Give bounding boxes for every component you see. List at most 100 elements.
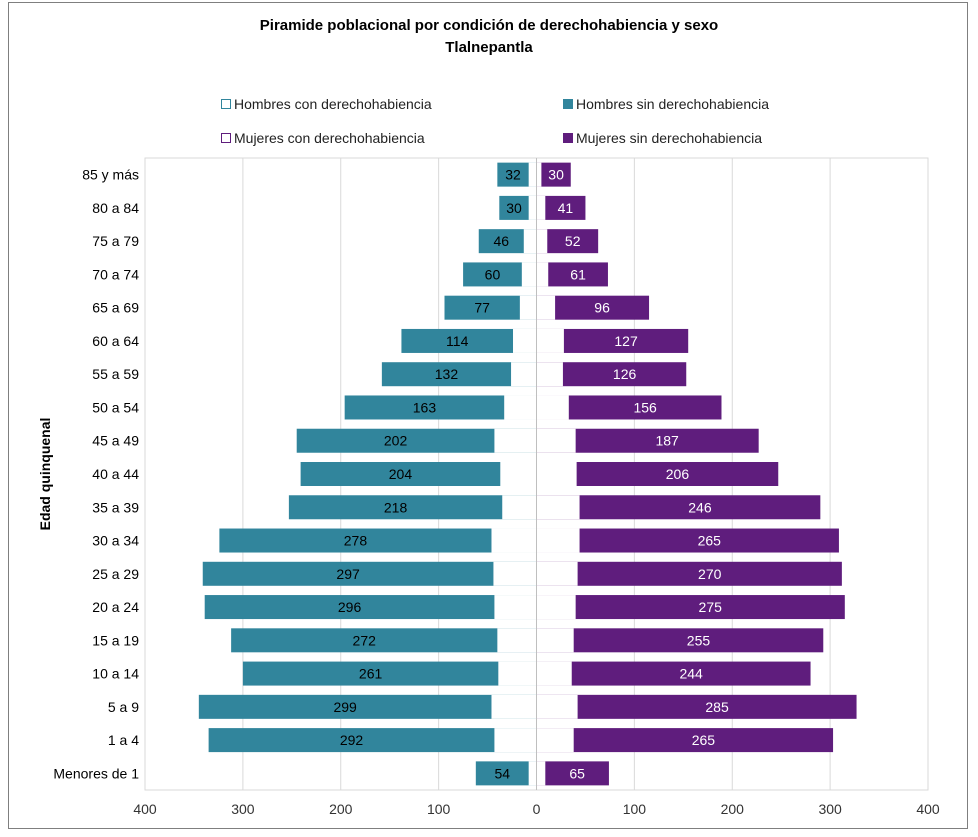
bar-mujeres-con [536, 295, 556, 320]
bar-mujeres-con [536, 595, 576, 620]
data-label-hombres: 60 [485, 266, 501, 282]
bar-mujeres-sin [536, 561, 842, 586]
y-category-label: 45 a 49 [92, 433, 139, 449]
y-category-label: 40 a 44 [92, 466, 139, 482]
bar-hombres-con [491, 694, 537, 719]
y-category-label: 75 a 79 [92, 233, 139, 249]
data-label-hombres: 204 [389, 466, 413, 482]
data-label-hombres: 292 [340, 732, 364, 748]
x-tick-label: 300 [231, 801, 255, 817]
legend-swatch-hombres-sin [563, 99, 573, 109]
legend-item-hombres-con: Hombres con derechohabiencia [221, 96, 432, 112]
bar-hombres-con [497, 628, 537, 653]
data-label-mujeres: 265 [698, 533, 722, 549]
x-tick-label: 0 [533, 801, 541, 817]
bar-hombres-con [498, 661, 537, 686]
x-tick-label: 100 [427, 801, 451, 817]
data-label-hombres: 132 [435, 366, 459, 382]
y-category-label: 55 a 59 [92, 366, 139, 382]
y-category-label: 35 a 39 [92, 499, 139, 515]
bar-mujeres-sin [536, 295, 650, 320]
data-label-hombres: 163 [413, 399, 437, 415]
bar-hombres-con [513, 328, 537, 353]
legend-swatch-mujeres-con [221, 133, 231, 143]
data-label-mujeres: 52 [565, 233, 581, 249]
bar-mujeres-con [536, 561, 578, 586]
y-category-label: 15 a 19 [92, 632, 139, 648]
bar-mujeres-sin [536, 761, 609, 786]
bar-hombres-sin [242, 661, 537, 686]
legend-item-mujeres-con: Mujeres con derechohabiencia [221, 130, 425, 146]
legend-swatch-mujeres-sin [563, 133, 573, 143]
x-tick-label: 400 [916, 801, 940, 817]
data-label-mujeres: 285 [705, 699, 729, 715]
y-category-label: 80 a 84 [92, 200, 139, 216]
bar-mujeres-sin [536, 462, 779, 486]
bar-mujeres-con [536, 728, 574, 753]
bar-hombres-con [491, 528, 537, 553]
bar-mujeres-con [536, 229, 548, 254]
bar-hombres-sin [208, 728, 537, 753]
bar-hombres-con [500, 462, 537, 486]
bar-mujeres-sin [536, 694, 857, 719]
data-label-hombres: 46 [493, 233, 509, 249]
legend-label-mujeres-sin: Mujeres sin derechohabiencia [576, 130, 762, 146]
y-category-label: 1 a 4 [108, 732, 139, 748]
bar-hombres-sin [204, 595, 537, 620]
data-label-hombres: 297 [336, 566, 360, 582]
bar-mujeres-con [536, 628, 574, 653]
bar-hombres-con [494, 428, 537, 453]
bar-mujeres-con [536, 328, 564, 353]
data-label-mujeres: 41 [558, 200, 574, 216]
data-label-hombres: 77 [474, 300, 490, 316]
data-label-mujeres: 246 [688, 499, 712, 515]
legend-swatch-hombres-con [221, 99, 231, 109]
bar-mujeres-con [536, 661, 572, 686]
bar-hombres-con [502, 495, 537, 520]
bar-mujeres-sin [536, 162, 571, 187]
data-label-mujeres: 30 [548, 167, 564, 183]
data-label-hombres: 278 [344, 533, 368, 549]
legend-item-mujeres-sin: Mujeres sin derechohabiencia [563, 130, 762, 146]
data-label-hombres: 272 [353, 632, 377, 648]
bar-mujeres-con [536, 761, 546, 786]
bar-hombres-sin [475, 761, 537, 786]
bar-hombres-con [528, 162, 537, 187]
data-label-hombres: 30 [506, 200, 522, 216]
bar-hombres-con [494, 728, 537, 753]
data-label-hombres: 202 [384, 433, 408, 449]
data-label-mujeres: 270 [698, 566, 722, 582]
data-label-hombres: 296 [338, 599, 362, 615]
legend-label-hombres-sin: Hombres sin derechohabiencia [576, 96, 769, 112]
bar-mujeres-con [536, 262, 549, 287]
data-label-hombres: 114 [446, 333, 469, 349]
data-label-mujeres: 187 [655, 433, 679, 449]
y-category-label: 70 a 74 [92, 266, 139, 282]
chart-title: Piramide poblacional por condición de de… [259, 17, 719, 34]
bar-mujeres-con [536, 694, 578, 719]
bar-mujeres-con [536, 428, 576, 453]
bar-hombres-con [511, 362, 537, 387]
data-label-mujeres: 61 [570, 266, 586, 282]
x-tick-label: 200 [329, 801, 353, 817]
bar-mujeres-sin [536, 661, 811, 686]
bar-hombres-con [519, 295, 537, 320]
bar-mujeres-sin [536, 595, 845, 620]
bar-mujeres-sin [536, 262, 608, 287]
y-category-label: 5 a 9 [108, 699, 139, 715]
data-label-hombres: 32 [505, 167, 521, 183]
data-label-mujeres: 206 [666, 466, 690, 482]
bar-mujeres-con [536, 395, 569, 420]
y-category-label: 10 a 14 [92, 666, 139, 682]
data-label-hombres: 54 [494, 765, 510, 781]
legend-label-hombres-con: Hombres con derechohabiencia [234, 96, 432, 112]
y-category-label: 85 y más [82, 167, 139, 183]
data-label-hombres: 261 [359, 666, 383, 682]
y-category-label: 65 a 69 [92, 300, 139, 316]
x-tick-label: 200 [721, 801, 745, 817]
y-category-label: Menores de 1 [53, 765, 139, 781]
y-category-label: 60 a 64 [92, 333, 139, 349]
data-label-mujeres: 244 [679, 666, 703, 682]
x-tick-label: 300 [818, 801, 842, 817]
